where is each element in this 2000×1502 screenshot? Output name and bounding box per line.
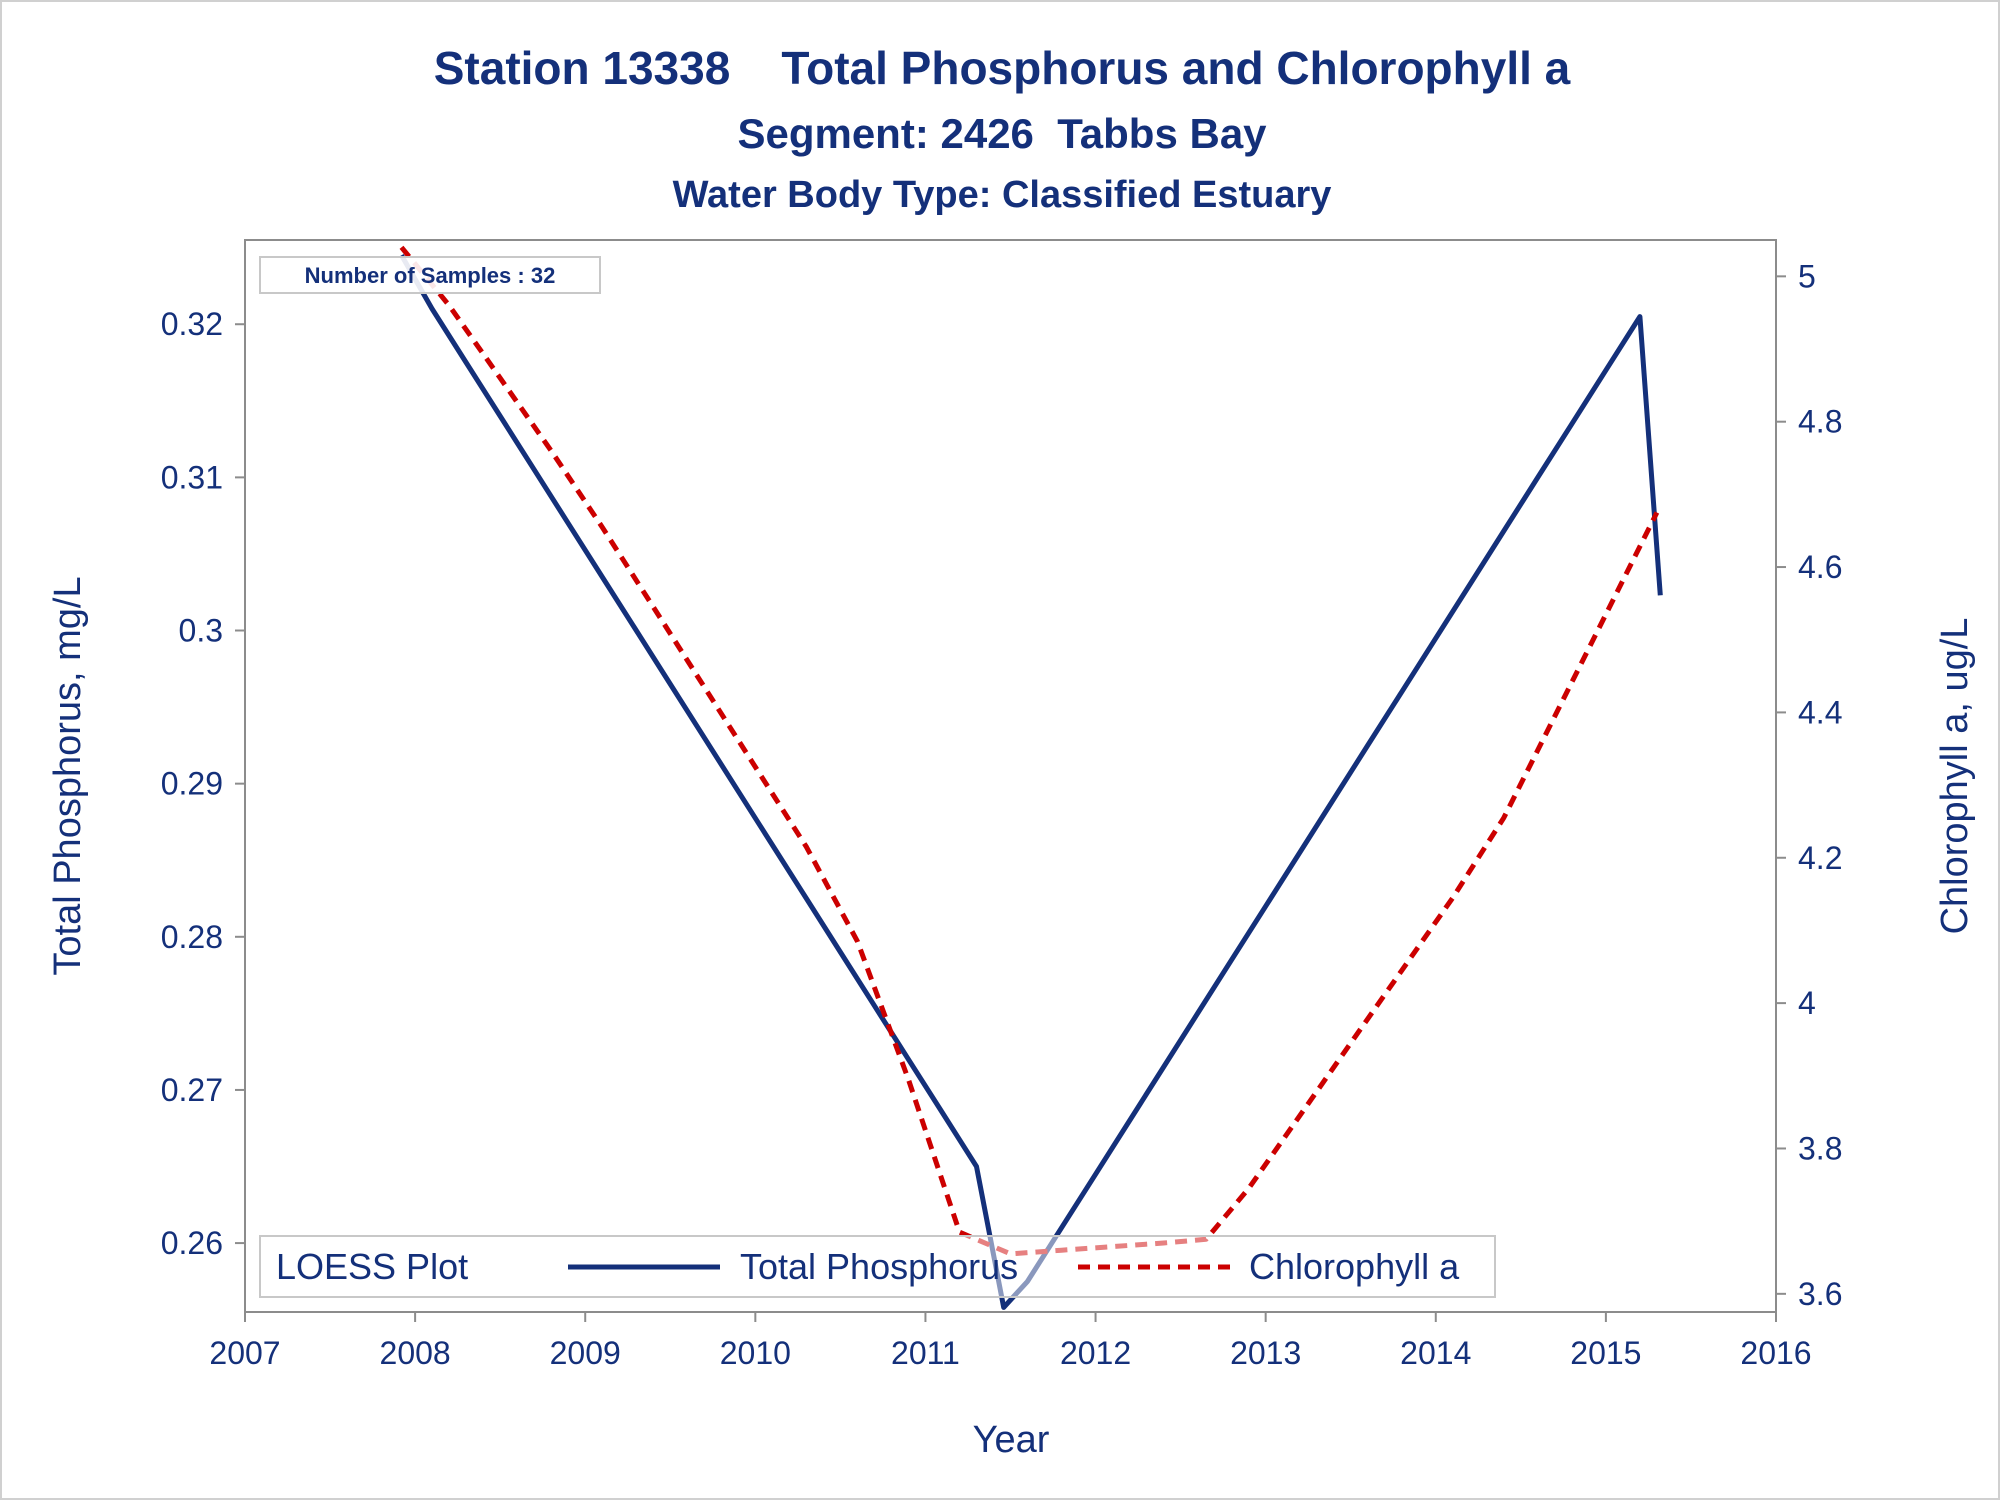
- sample-count-text: Number of Samples : 32: [305, 263, 556, 288]
- y-axis-left: 0.26 0.27 0.28 0.29 0.3 0.31 0.32: [161, 306, 245, 1261]
- series-layer: [399, 245, 1663, 1310]
- y2-tick-label: 5: [1798, 258, 1816, 294]
- x-tick-label: 2011: [891, 1335, 960, 1371]
- x-axis: 2007 2008 2009 2010 2011 2012 2013 2014 2015 2016: [209, 1312, 1812, 1371]
- legend: LOESS Plot Total Phosphorus Chlorophyll …: [259, 1235, 1496, 1298]
- x-tick-label: 2015: [1570, 1335, 1641, 1371]
- x-tick-label: 2014: [1400, 1335, 1471, 1371]
- y2-tick-label: 4.4: [1798, 694, 1842, 730]
- legend-label-total-phosphorus: Total Phosphorus: [740, 1246, 1018, 1287]
- y-tick-label: 0.27: [161, 1072, 223, 1108]
- chart-title: Station 13338 Total Phosphorus and Chlor…: [434, 42, 1571, 94]
- x-tick-label: 2016: [1740, 1335, 1811, 1371]
- legend-box: [259, 1235, 1496, 1298]
- y2-tick-label: 4.6: [1798, 549, 1842, 585]
- y2-tick-label: 4.8: [1798, 404, 1842, 440]
- series-line-chlorophyll-a: [399, 245, 1660, 1257]
- y-tick-label: 0.26: [161, 1225, 223, 1261]
- x-tick-label: 2007: [209, 1335, 280, 1371]
- y-tick-label: 0.28: [161, 919, 223, 955]
- y2-tick-label: 3.6: [1798, 1276, 1842, 1312]
- sample-count-box: [259, 256, 601, 294]
- y-axis-label: Total Phosphorus, mg/L: [47, 576, 89, 975]
- plot-area: [244, 239, 1777, 1313]
- y-tick-label: 0.31: [161, 459, 223, 495]
- y2-tick-label: 3.8: [1798, 1130, 1842, 1166]
- x-tick-label: 2008: [380, 1335, 451, 1371]
- x-tick-label: 2012: [1060, 1335, 1131, 1371]
- y2-tick-label: 4.2: [1798, 840, 1842, 876]
- y2-tick-label: 4: [1798, 985, 1816, 1021]
- chart-subtitle: Segment: 2426 Tabbs Bay: [737, 110, 1267, 157]
- y-tick-label: 0.29: [161, 766, 223, 802]
- legend-label-chlorophyll-a: Chlorophyll a: [1249, 1246, 1460, 1287]
- legend-title: LOESS Plot: [276, 1246, 468, 1287]
- y-tick-label: 0.3: [179, 613, 223, 649]
- x-tick-label: 2013: [1230, 1335, 1301, 1371]
- x-tick-label: 2010: [720, 1335, 791, 1371]
- sample-count-inset: Number of Samples : 32: [259, 256, 601, 294]
- series-line-total-phosphorus: [399, 254, 1663, 1310]
- chart-subtitle-2: Water Body Type: Classified Estuary: [673, 174, 1332, 216]
- y-axis-right: 3.6 3.8 4 4.2 4.4 4.6 4.8 5: [1776, 258, 1842, 1312]
- y2-axis-label: Chlorophyll a, ug/L: [1934, 618, 1976, 935]
- x-tick-label: 2009: [550, 1335, 621, 1371]
- y-tick-label: 0.32: [161, 306, 223, 342]
- x-axis-label: Year: [973, 1419, 1050, 1461]
